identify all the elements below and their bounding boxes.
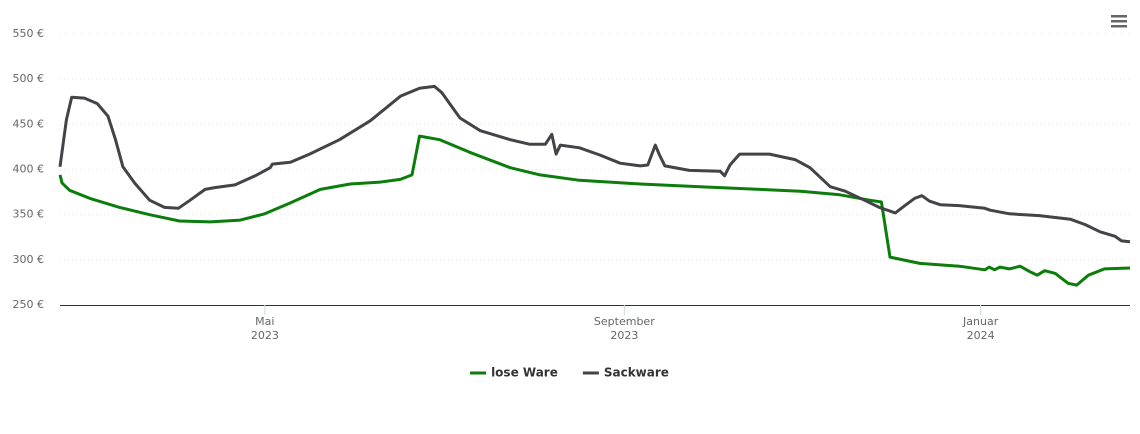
legend-label: lose Ware <box>491 366 558 380</box>
menu-button[interactable] <box>1108 12 1130 32</box>
y-tick-label: 500 € <box>13 72 45 85</box>
y-tick-label: 350 € <box>13 208 45 221</box>
y-tick-label: 250 € <box>13 298 45 311</box>
menu-bar <box>1111 25 1127 28</box>
line-series <box>58 84 1131 244</box>
menu-bar <box>1111 15 1127 18</box>
y-tick-label: 300 € <box>13 253 45 266</box>
line-series <box>58 134 1131 287</box>
x-tick-label: Mai 2023 <box>250 315 279 342</box>
x-tick-label: Januar 2024 <box>963 315 999 342</box>
legend-label: Sackware <box>604 366 669 380</box>
y-tick-label: 400 € <box>13 163 45 176</box>
y-tick-label: 450 € <box>13 117 45 130</box>
x-tick-label: September 2023 <box>593 315 655 342</box>
menu-bar <box>1111 20 1127 23</box>
y-tick-label: 550 € <box>13 27 45 40</box>
